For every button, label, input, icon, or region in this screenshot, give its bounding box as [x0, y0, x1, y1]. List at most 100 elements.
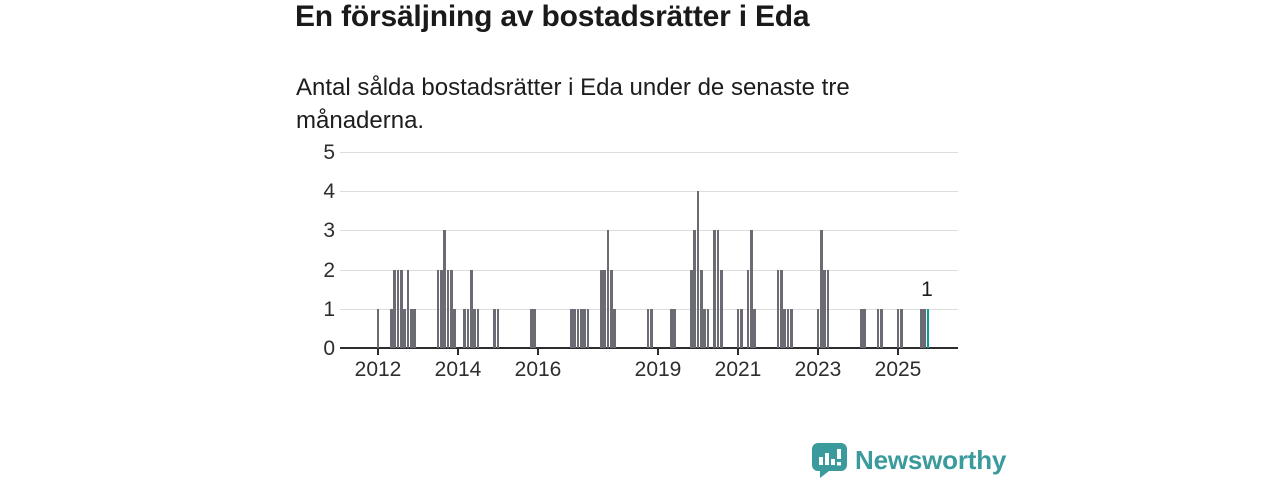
bar: [393, 269, 396, 348]
bar: [493, 308, 496, 348]
bar: [736, 308, 740, 348]
bar: [443, 230, 446, 348]
bar: [720, 269, 723, 348]
bar: [583, 308, 586, 348]
bar: [713, 230, 716, 348]
bar: [410, 308, 413, 348]
bar: [436, 269, 440, 348]
bar: [923, 308, 926, 348]
bar: [880, 308, 883, 348]
bar: [750, 230, 753, 348]
bar: [646, 308, 650, 348]
bar: [696, 191, 700, 348]
newsworthy-logo-icon: [812, 443, 847, 478]
bar: [863, 308, 866, 348]
bar: [496, 308, 500, 348]
bar: [610, 269, 613, 348]
y-axis-label-0: 0: [323, 337, 335, 360]
bar: [466, 308, 470, 348]
bar: [823, 269, 826, 348]
newsworthy-logo-text: Newsworthy: [855, 445, 1007, 475]
y-axis-label-4: 4: [323, 180, 335, 204]
bar: [606, 230, 610, 348]
x-axis-label-2023: 2023: [794, 358, 842, 381]
bar: [470, 269, 473, 348]
bar: [740, 308, 743, 348]
bar: [406, 269, 410, 348]
bar: [403, 308, 406, 348]
gridline-y4: [340, 191, 958, 193]
gridline-y5: [340, 152, 958, 153]
bar: [780, 269, 783, 348]
bar: [673, 308, 676, 348]
bar: [700, 269, 703, 348]
bar: [586, 308, 590, 348]
bar: [530, 308, 533, 348]
bar: [826, 269, 830, 348]
bar: [920, 308, 923, 348]
bar: [746, 269, 750, 348]
newsworthy-logo[interactable]: Newsworthy: [812, 443, 1006, 478]
bar: [783, 308, 786, 348]
bar: [790, 308, 793, 348]
x-axis-label-2019: 2019: [634, 358, 682, 381]
bar: [693, 230, 696, 348]
bar: [786, 308, 790, 348]
x-axis-tick-2023: [817, 348, 819, 355]
bar: [576, 308, 580, 348]
x-axis-label-2025: 2025: [874, 358, 922, 381]
bar: [376, 308, 380, 348]
bar: [896, 308, 900, 348]
bar: [706, 308, 710, 348]
bar: [453, 308, 456, 348]
bar: [573, 308, 576, 348]
bar: [876, 308, 880, 348]
bar: [703, 308, 706, 348]
bar-highlighted: [926, 308, 930, 348]
bar: [570, 308, 573, 348]
bar: [820, 230, 823, 348]
bar: [753, 308, 756, 348]
bar: [450, 269, 453, 348]
x-axis-label-2016: 2016: [514, 358, 562, 381]
gridline-y3: [340, 230, 958, 232]
bar: [580, 308, 583, 348]
bar: [690, 269, 693, 348]
x-axis-label-2014: 2014: [434, 358, 482, 381]
bar: [446, 269, 450, 348]
bar: [613, 308, 616, 348]
bar: [650, 308, 653, 348]
chart-subtitle: Antal sålda bostadsrätter i Eda under de…: [296, 74, 850, 134]
bar: [440, 269, 443, 348]
bar: [413, 308, 416, 348]
bar: [463, 308, 466, 348]
x-axis-label-2012: 2012: [354, 358, 402, 381]
x-axis-tick-2021: [737, 348, 739, 355]
x-axis-line: [340, 347, 958, 349]
bar: [900, 308, 903, 348]
bar: [860, 308, 863, 348]
bar: [473, 308, 476, 348]
y-axis-label-3: 3: [323, 219, 335, 243]
bar: [400, 269, 403, 348]
bar: [716, 230, 720, 348]
bar: [603, 269, 606, 348]
gridline-y2: [340, 269, 958, 271]
bar: [390, 308, 393, 348]
x-axis-tick-2019: [657, 348, 659, 355]
bar: [533, 308, 536, 348]
bar: [816, 308, 820, 348]
bar: [670, 308, 673, 348]
x-axis-tick-2014: [457, 348, 459, 355]
bar: [476, 308, 480, 348]
x-axis-label-2021: 2021: [714, 358, 762, 381]
x-axis-tick-2025: [897, 348, 899, 355]
chart-title: En försäljning av bostadsrätter i Eda: [295, 0, 810, 33]
bar: [600, 269, 603, 348]
x-axis-tick-2016: [537, 348, 539, 355]
highlight-value-label: 1: [921, 277, 933, 301]
x-axis-tick-2012: [377, 348, 379, 355]
y-axis-label-2: 2: [323, 258, 335, 282]
y-axis-label-1: 1: [323, 297, 335, 321]
